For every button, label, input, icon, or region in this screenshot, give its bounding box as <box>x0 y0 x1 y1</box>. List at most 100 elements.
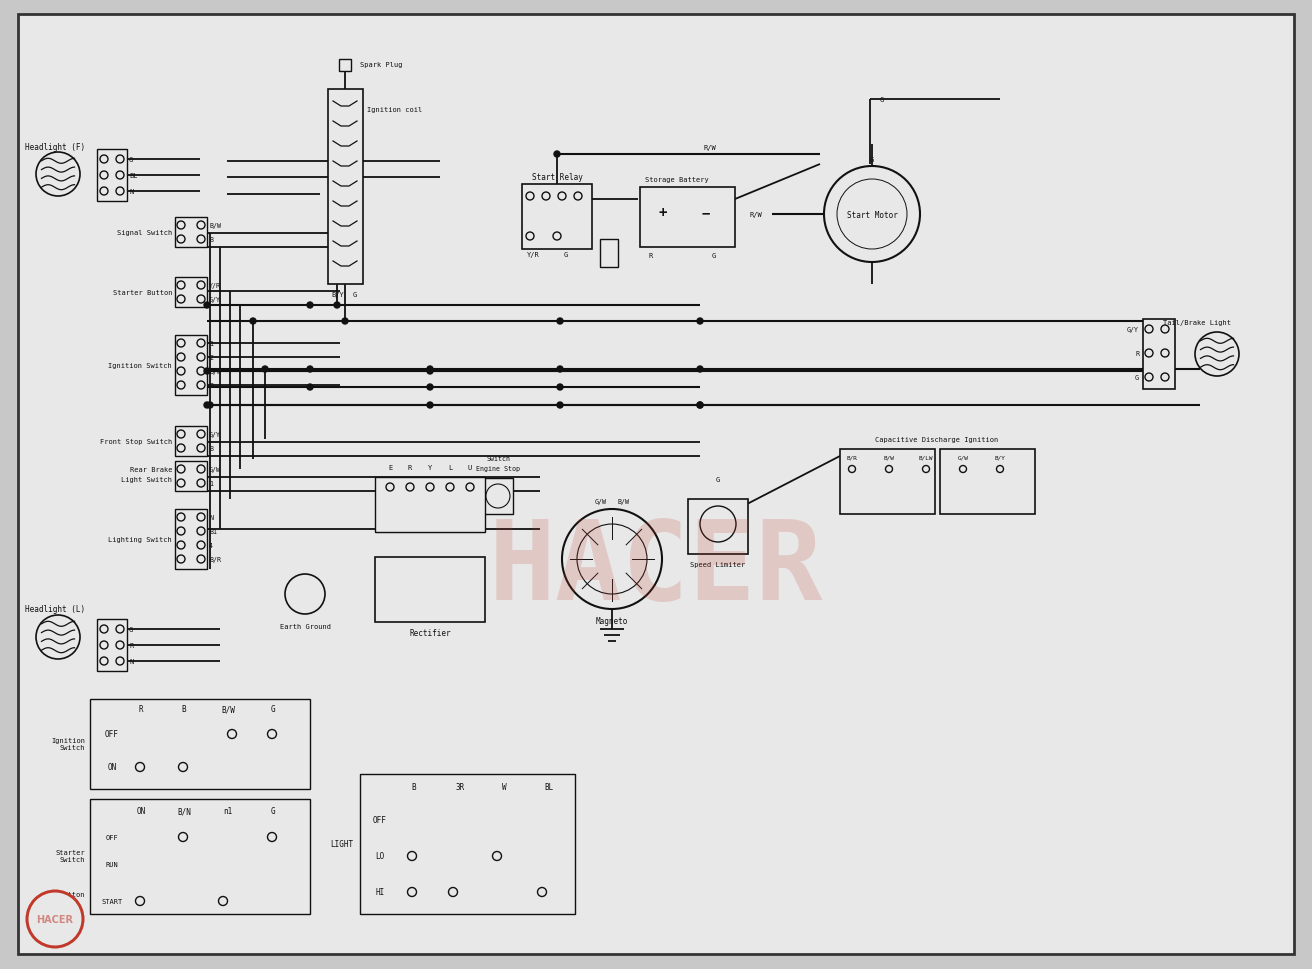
Text: Front Stop Switch: Front Stop Switch <box>100 439 172 445</box>
Text: R/W: R/W <box>703 144 716 151</box>
Circle shape <box>262 366 268 373</box>
Text: LO: LO <box>375 852 384 860</box>
Circle shape <box>35 153 80 197</box>
Text: G/Y: G/Y <box>1127 327 1139 332</box>
Text: G/W: G/W <box>958 455 968 460</box>
Bar <box>375 478 485 532</box>
Text: −: − <box>702 205 710 220</box>
Circle shape <box>177 222 185 230</box>
Text: Signal Switch: Signal Switch <box>117 230 172 235</box>
Text: HACER: HACER <box>489 516 823 623</box>
Text: HI: HI <box>375 888 384 896</box>
Circle shape <box>177 480 185 487</box>
Circle shape <box>177 296 185 303</box>
Text: Switch: Switch <box>485 455 510 461</box>
Circle shape <box>177 340 185 348</box>
Text: 2: 2 <box>209 355 213 360</box>
Circle shape <box>307 366 314 373</box>
Text: Y/R: Y/R <box>209 283 220 289</box>
Bar <box>375 557 485 622</box>
Circle shape <box>178 832 188 842</box>
Text: B/Y: B/Y <box>331 292 344 297</box>
Circle shape <box>558 385 563 391</box>
Circle shape <box>203 402 210 409</box>
Text: B: B <box>181 704 186 714</box>
Text: R/W: R/W <box>749 212 762 218</box>
Circle shape <box>177 367 185 376</box>
Circle shape <box>219 896 227 906</box>
Circle shape <box>697 402 703 409</box>
Text: G: G <box>270 704 276 714</box>
Text: N: N <box>129 658 134 665</box>
Text: Rear Brake: Rear Brake <box>130 466 172 473</box>
Text: HACER: HACER <box>37 914 73 924</box>
Bar <box>600 239 618 267</box>
Text: Tail/Brake Light: Tail/Brake Light <box>1162 320 1231 326</box>
Circle shape <box>197 222 205 230</box>
Circle shape <box>197 542 205 549</box>
Circle shape <box>197 514 205 521</box>
Circle shape <box>100 156 108 164</box>
Circle shape <box>35 615 80 659</box>
Circle shape <box>426 484 434 491</box>
Circle shape <box>426 402 433 409</box>
Text: B/W: B/W <box>209 223 220 229</box>
Bar <box>1143 320 1176 390</box>
Bar <box>97 619 127 672</box>
Text: U: U <box>468 464 472 471</box>
Text: RUN: RUN <box>106 861 118 867</box>
Circle shape <box>177 445 185 453</box>
Circle shape <box>197 430 205 439</box>
Text: Start Motor: Start Motor <box>846 210 897 219</box>
Circle shape <box>177 235 185 244</box>
Text: B/R: B/R <box>209 556 220 562</box>
Circle shape <box>177 382 185 390</box>
Bar <box>840 450 935 515</box>
Text: ON: ON <box>108 763 117 771</box>
Circle shape <box>558 402 563 409</box>
Text: E: E <box>388 464 392 471</box>
Circle shape <box>207 402 213 409</box>
Circle shape <box>197 527 205 536</box>
Circle shape <box>997 466 1004 473</box>
Text: B/W: B/W <box>220 704 235 714</box>
Text: B/W: B/W <box>883 455 895 460</box>
Circle shape <box>1145 350 1153 358</box>
Text: R: R <box>648 253 652 259</box>
Text: Starter Button: Starter Button <box>113 290 172 296</box>
Circle shape <box>197 465 205 474</box>
Text: Starter
Switch: Starter Switch <box>55 850 85 862</box>
Text: Storage Battery: Storage Battery <box>646 176 708 183</box>
Circle shape <box>849 466 855 473</box>
Circle shape <box>697 366 703 373</box>
Circle shape <box>197 296 205 303</box>
Circle shape <box>251 319 256 325</box>
Bar <box>359 774 575 914</box>
Text: B/Y: B/Y <box>994 455 1005 460</box>
Circle shape <box>100 657 108 666</box>
Text: Engine Stop: Engine Stop <box>476 465 520 472</box>
Circle shape <box>408 852 416 860</box>
Circle shape <box>268 832 277 842</box>
Circle shape <box>115 657 125 666</box>
Circle shape <box>203 302 210 309</box>
Circle shape <box>197 354 205 361</box>
Circle shape <box>100 625 108 634</box>
Text: OFF: OFF <box>105 730 119 738</box>
Circle shape <box>285 575 325 614</box>
Text: Start Relay: Start Relay <box>531 172 583 181</box>
Text: BL: BL <box>544 783 554 792</box>
Text: ON: ON <box>136 806 146 816</box>
Circle shape <box>135 896 144 906</box>
Circle shape <box>197 382 205 390</box>
Circle shape <box>1195 332 1239 377</box>
Circle shape <box>203 368 210 375</box>
Circle shape <box>177 430 185 439</box>
Text: BL: BL <box>129 172 138 179</box>
Text: LIGHT: LIGHT <box>331 839 353 849</box>
Bar <box>174 510 207 570</box>
Circle shape <box>115 625 125 634</box>
Circle shape <box>526 193 534 201</box>
Text: Ignition Switch: Ignition Switch <box>109 362 172 368</box>
Bar <box>174 335 207 395</box>
